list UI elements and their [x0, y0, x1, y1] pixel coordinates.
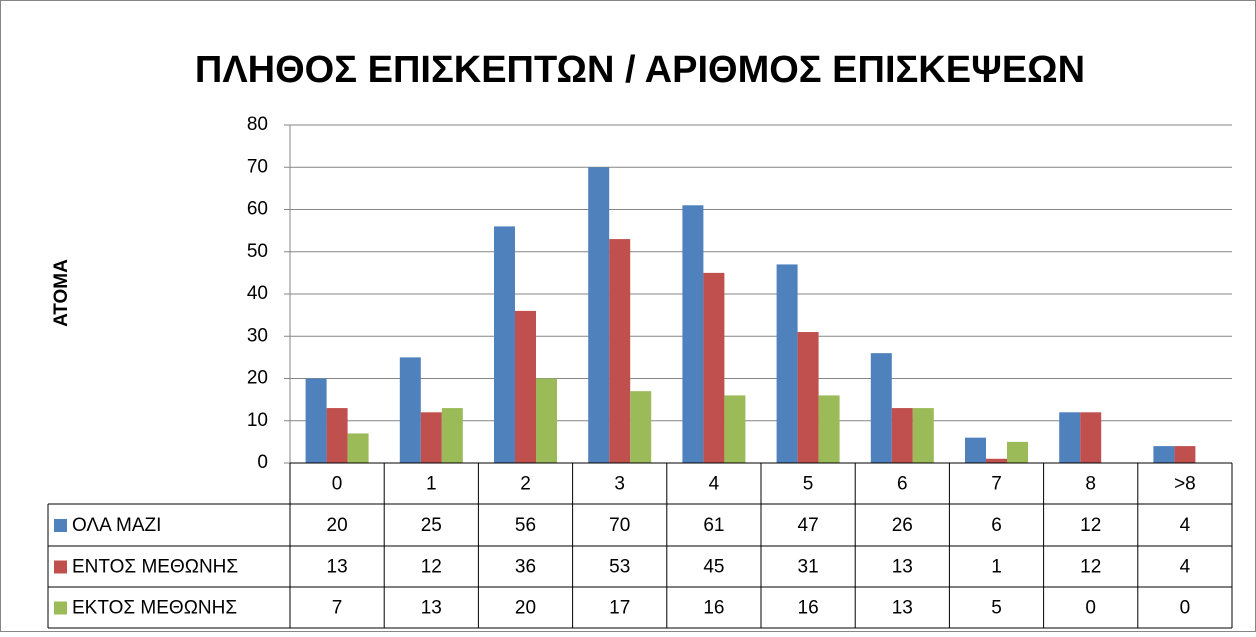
x-tick-label: 7 — [991, 474, 1002, 495]
y-tick-label: 20 — [247, 368, 268, 389]
bar — [965, 437, 986, 463]
x-tick-label: 8 — [1085, 474, 1096, 495]
bar — [1174, 446, 1196, 463]
bar — [399, 357, 421, 463]
bar — [818, 395, 840, 463]
bar — [703, 272, 725, 463]
legend-label: ΕΚΤΟΣ ΜΕΘΩΝΗΣ — [72, 598, 237, 619]
bar — [724, 395, 746, 463]
y-tick-label: 50 — [247, 241, 268, 262]
y-axis-title: ΑΤΟΜΑ — [51, 259, 72, 327]
y-tick-label: 70 — [247, 156, 268, 177]
x-tick-label: 2 — [520, 474, 531, 495]
table-value: 53 — [609, 557, 630, 578]
x-tick-label: 3 — [614, 474, 625, 495]
table-value: 0 — [1180, 598, 1191, 619]
table-value: 17 — [609, 598, 630, 619]
table-value: 1 — [991, 557, 1002, 578]
bar — [420, 412, 442, 463]
bar — [494, 226, 515, 463]
table-value: 20 — [327, 515, 348, 536]
table-value: 26 — [892, 515, 913, 536]
y-tick-label: 0 — [257, 452, 268, 473]
y-tick-label: 80 — [247, 114, 268, 135]
bar — [609, 239, 631, 463]
table-value: 13 — [892, 557, 913, 578]
table-value: 31 — [798, 557, 819, 578]
legend-label: ΕΝΤΟΣ ΜΕΘΩΝΗΣ — [72, 557, 238, 578]
table-value: 4 — [1180, 557, 1191, 578]
bar — [305, 378, 327, 463]
x-tick-label: 6 — [897, 474, 908, 495]
bar — [682, 205, 704, 463]
table-value: 16 — [703, 598, 724, 619]
bar — [1153, 446, 1175, 463]
table-value: 61 — [703, 515, 724, 536]
y-tick-label: 40 — [247, 283, 268, 304]
bar — [1080, 412, 1102, 463]
x-tick-label: 5 — [803, 474, 814, 495]
bar — [891, 408, 913, 463]
table-value: 13 — [421, 598, 442, 619]
y-tick-label: 10 — [247, 410, 268, 431]
x-tick-label: 1 — [426, 474, 437, 495]
table-value: 47 — [798, 515, 819, 536]
legend-label: ΟΛΑ ΜΑΖΙ — [72, 515, 161, 536]
table-value: 4 — [1180, 515, 1191, 536]
bar — [986, 458, 1007, 463]
table-value: 12 — [1080, 515, 1101, 536]
y-tick-label: 30 — [247, 325, 268, 346]
table-value: 0 — [1085, 598, 1096, 619]
bar — [912, 408, 934, 463]
table-value: 70 — [609, 515, 630, 536]
chart-title: ΠΛΗΘΟΣ ΕΠΙΣΚΕΠΤΩΝ / ΑΡΙΘΜΟΣ ΕΠΙΣΚΕΨΕΩΝ — [195, 49, 1085, 91]
bar — [347, 433, 369, 463]
bar — [870, 353, 892, 463]
table-value: 16 — [798, 598, 819, 619]
bar — [630, 391, 652, 463]
bar — [797, 332, 819, 463]
bar — [441, 408, 463, 463]
legend-key — [54, 560, 67, 574]
bar — [536, 378, 557, 463]
table-value: 25 — [421, 515, 442, 536]
bar — [1059, 412, 1081, 463]
bar — [588, 167, 610, 463]
bar — [326, 408, 348, 463]
bar — [1007, 441, 1028, 463]
table-value: 12 — [421, 557, 442, 578]
x-tick-label: 0 — [332, 474, 343, 495]
legend-key — [54, 519, 67, 532]
y-tick-label: 60 — [247, 199, 268, 220]
table-value: 45 — [703, 557, 724, 578]
table-value: 13 — [892, 598, 913, 619]
table-value: 7 — [332, 598, 343, 619]
bar — [776, 264, 798, 463]
x-tick-label: >8 — [1174, 474, 1196, 495]
bar — [515, 310, 536, 463]
table-value: 6 — [991, 515, 1002, 536]
x-tick-label: 4 — [709, 474, 720, 495]
table-value: 56 — [515, 515, 536, 536]
table-value: 20 — [515, 598, 536, 619]
table-value: 5 — [991, 598, 1002, 619]
table-value: 13 — [327, 557, 348, 578]
table-value: 12 — [1080, 557, 1101, 578]
table-value: 36 — [515, 557, 536, 578]
legend-key — [54, 601, 67, 615]
